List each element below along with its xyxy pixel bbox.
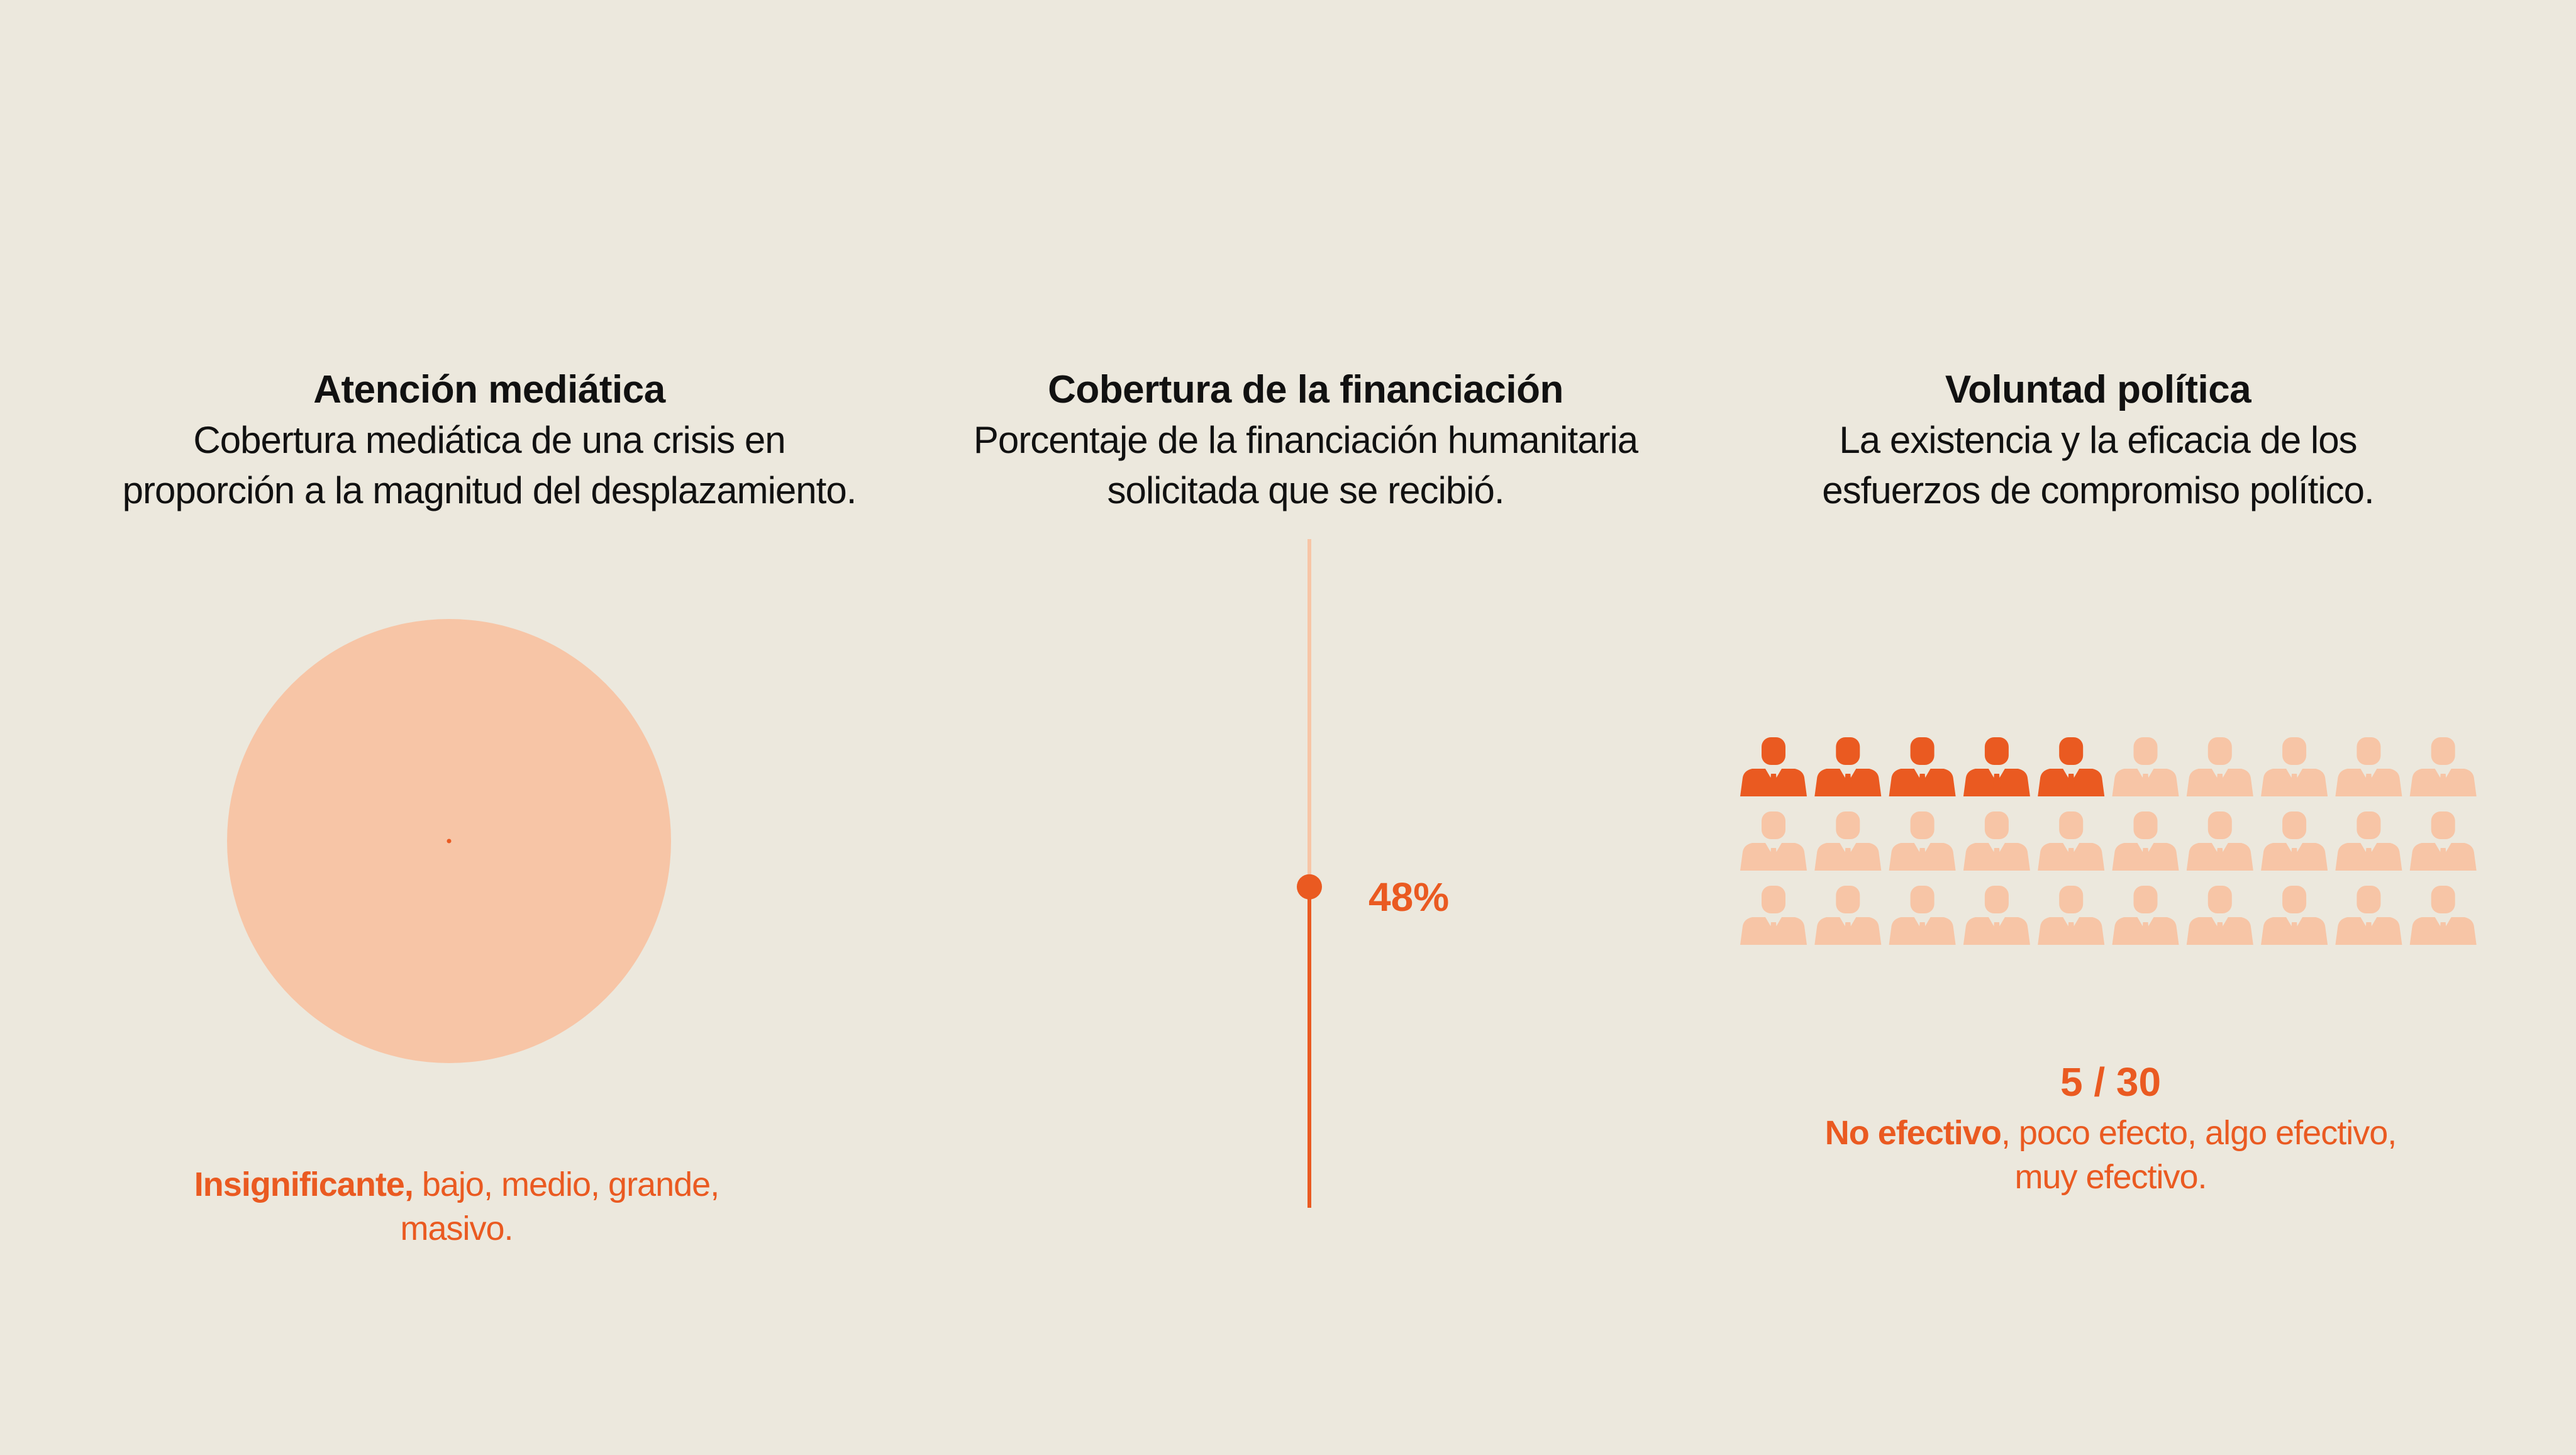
funding-description-line1: Porcentaje de la financiación humanitari… bbox=[973, 419, 1638, 461]
person-icon-empty bbox=[2112, 811, 2179, 871]
person-icon-filled bbox=[1889, 737, 1956, 796]
political-pictogram-chart bbox=[1740, 737, 2477, 945]
person-icon-empty bbox=[1740, 811, 1807, 871]
person-icon-empty bbox=[2038, 886, 2105, 945]
person-icon-empty bbox=[2409, 737, 2477, 796]
person-icon-empty bbox=[1740, 886, 1807, 945]
media-scale-others: bajo, medio, grande, bbox=[413, 1166, 719, 1203]
person-icon-empty bbox=[2409, 811, 2477, 871]
political-description-line2: esfuerzos de compromiso político. bbox=[1822, 469, 2374, 511]
funding-panel-header: Cobertura de la financiación Porcentaje … bbox=[897, 365, 1714, 516]
media-bubble-chart bbox=[227, 619, 671, 1063]
media-description-line1: Cobertura mediática de una crisis en bbox=[193, 419, 786, 461]
media-scale-line1: Insignificante, bajo, medio, grande, bbox=[174, 1162, 740, 1207]
person-icon-empty bbox=[1889, 811, 1956, 871]
person-icon-empty bbox=[1889, 886, 1956, 945]
person-icon-empty bbox=[2335, 886, 2402, 945]
funding-marker bbox=[1297, 874, 1322, 900]
funding-value-label: 48% bbox=[1368, 874, 1450, 920]
media-scale-line2: masivo. bbox=[400, 1210, 513, 1247]
person-icon-empty bbox=[2335, 811, 2402, 871]
person-icon-empty bbox=[1963, 811, 2030, 871]
actual-bubble bbox=[447, 839, 452, 844]
person-icon-empty bbox=[2038, 811, 2105, 871]
media-panel-header: Atención mediática Cobertura mediática d… bbox=[80, 365, 898, 516]
person-icon-empty bbox=[2409, 886, 2477, 945]
person-icon-empty bbox=[1963, 886, 2030, 945]
person-icon-filled bbox=[2038, 737, 2105, 796]
funding-progress-chart bbox=[1297, 539, 1322, 1208]
person-icon-empty bbox=[2186, 737, 2253, 796]
person-icon-empty bbox=[2261, 737, 2328, 796]
political-description-line1: La existencia y la eficacia de los bbox=[1839, 419, 2357, 461]
political-scale-selected: No efectivo bbox=[1824, 1114, 2002, 1152]
person-icon-filled bbox=[1814, 737, 1882, 796]
media-description-line2: proporción a la magnitud del desplazamie… bbox=[122, 469, 857, 511]
media-title: Atención mediática bbox=[313, 368, 665, 411]
media-scale-selected: Insignificante, bbox=[194, 1166, 414, 1203]
political-scale-legend: No efectivo, poco efecto, algo efectivo,… bbox=[1784, 1111, 2438, 1199]
media-scale-legend: Insignificante, bajo, medio, grande, mas… bbox=[174, 1162, 740, 1251]
person-icon-empty bbox=[2112, 737, 2179, 796]
political-score-label: 5 / 30 bbox=[2060, 1059, 2162, 1105]
political-scale-line1: No efectivo, poco efecto, algo efectivo, bbox=[1784, 1111, 2438, 1155]
political-scale-others: , poco efecto, algo efectivo, bbox=[2001, 1114, 2397, 1152]
person-icon-filled bbox=[1963, 737, 2030, 796]
political-scale-line2: muy efectivo. bbox=[2014, 1158, 2207, 1196]
political-panel-header: Voluntad política La existencia y la efi… bbox=[1689, 365, 2507, 516]
person-icon-empty bbox=[1814, 811, 1882, 871]
person-icon-empty bbox=[1814, 886, 1882, 945]
person-icon-filled bbox=[1740, 737, 1807, 796]
person-icon-empty bbox=[2186, 886, 2253, 945]
person-icon-empty bbox=[2261, 811, 2328, 871]
person-icon-empty bbox=[2186, 811, 2253, 871]
person-icon-empty bbox=[2261, 886, 2328, 945]
person-icon-empty bbox=[2112, 886, 2179, 945]
funding-title: Cobertura de la financiación bbox=[1048, 368, 1563, 411]
person-icon-empty bbox=[2335, 737, 2402, 796]
political-title: Voluntad política bbox=[1945, 368, 2251, 411]
funding-description-line2: solicitada que se recibió. bbox=[1107, 469, 1504, 511]
